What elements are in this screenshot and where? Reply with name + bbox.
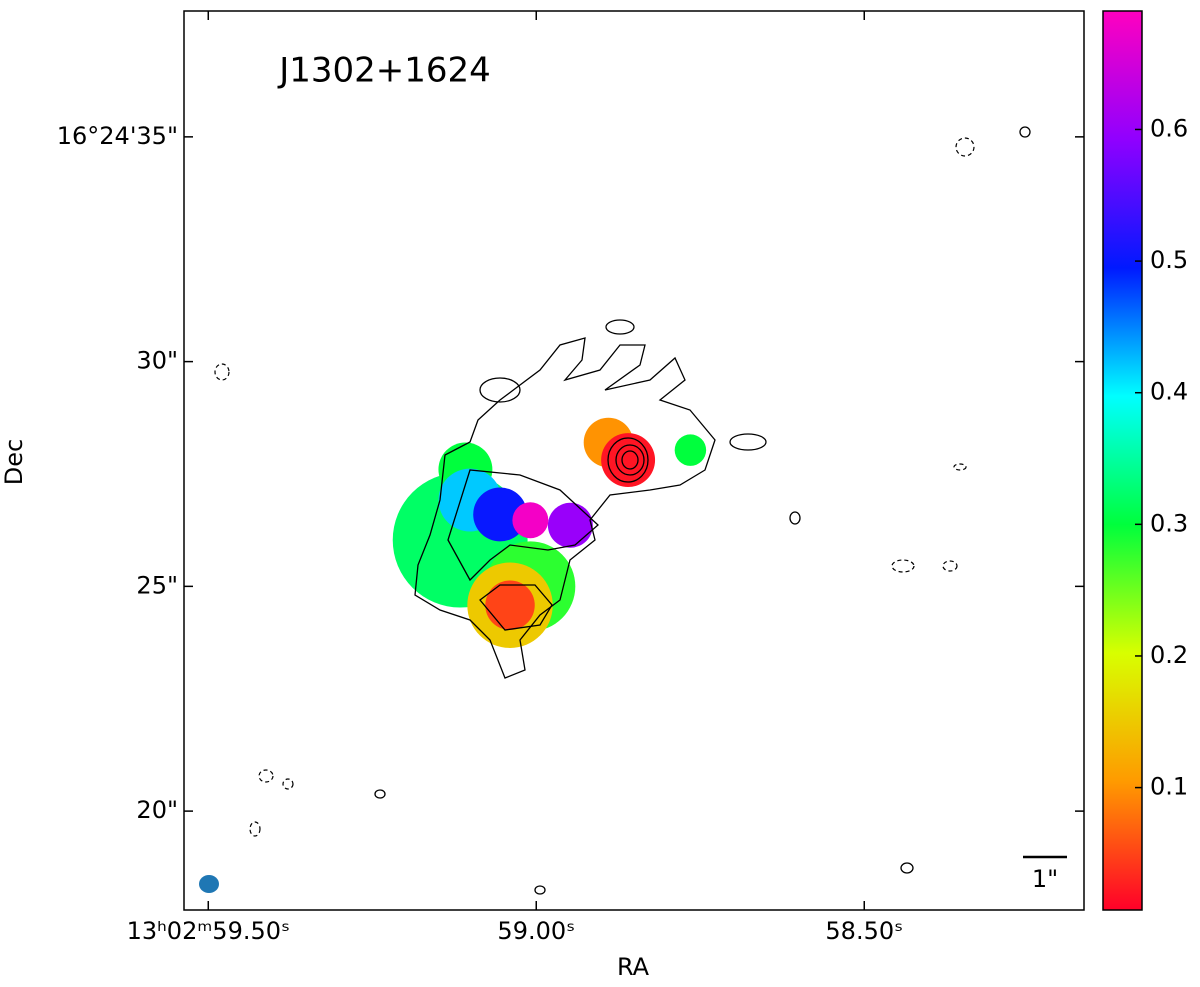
x-tick-label: 13ʰ02ᵐ59.50ˢ (127, 917, 290, 945)
polarization-region (547, 502, 593, 548)
polarization-region (485, 580, 535, 630)
colorbar-tick-label: 0.4 (1150, 378, 1188, 406)
beam (199, 875, 219, 893)
colorbar-tick-label: 0.2 (1150, 641, 1188, 669)
polarization-region (601, 433, 656, 488)
y-tick-label: 20" (136, 796, 178, 824)
x-tick-label: 59.00ˢ (497, 917, 575, 945)
chart-title: J1302+1624 (277, 51, 491, 91)
y-tick-label: 30" (136, 347, 178, 375)
y-tick-label: 25" (136, 571, 178, 599)
x-tick-label: 58.50ˢ (825, 917, 903, 945)
image-layer (392, 417, 707, 648)
colorbar (1102, 10, 1143, 911)
colorbar-tick-label: 0.1 (1150, 773, 1188, 801)
colorbar-tick-label: 0.3 (1150, 509, 1188, 537)
polarization-region (674, 434, 707, 466)
y-tick-label: 16°24'35" (57, 122, 178, 150)
x-axis-label: RA (617, 953, 650, 981)
polarization-region (512, 502, 549, 539)
contours (214, 126, 1031, 895)
scale-bar-label: 1" (1032, 865, 1058, 893)
y-axis-label: Dec (0, 439, 28, 485)
colorbar-tick-label: 0.6 (1150, 114, 1188, 142)
plot-frame (183, 10, 1085, 911)
polarization-region (473, 487, 528, 542)
colorbar-tick-label: 0.5 (1150, 246, 1188, 274)
